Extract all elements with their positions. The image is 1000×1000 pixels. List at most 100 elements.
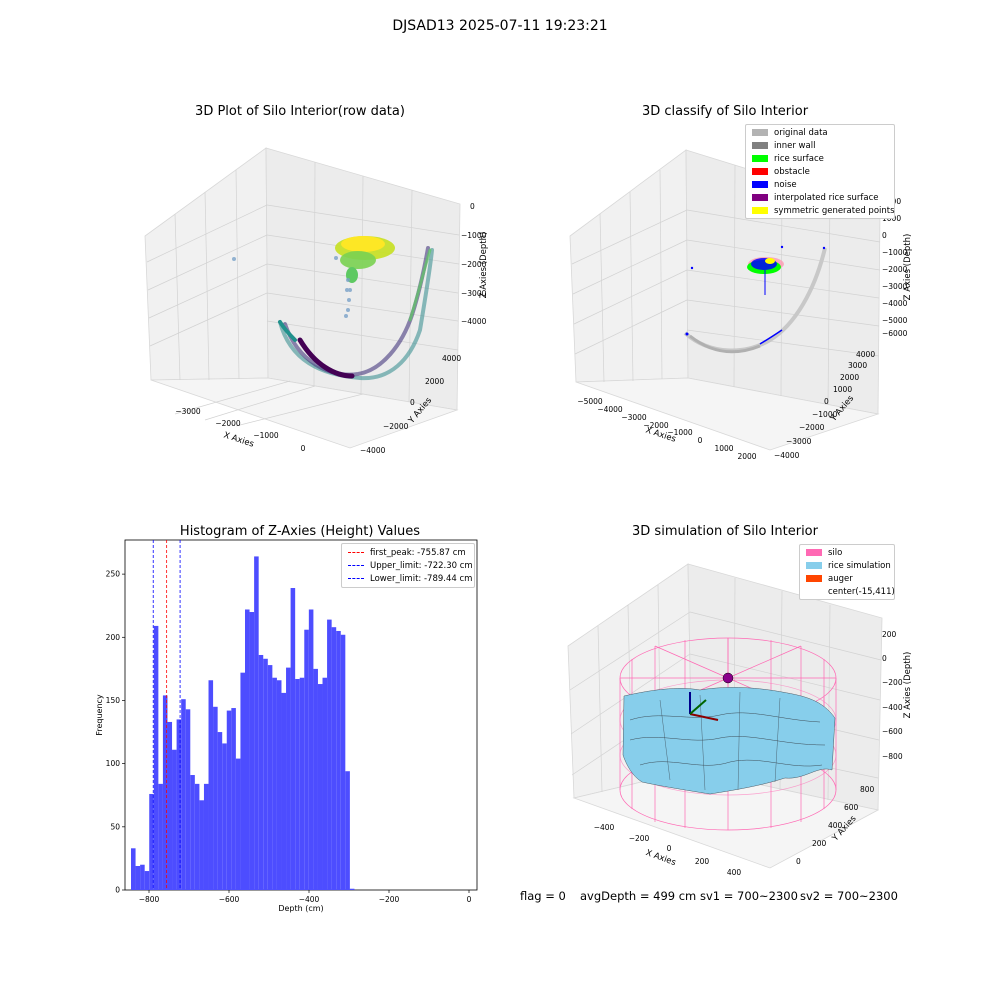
panel3-legend-item: first_peak: -755.87 cm [342,546,474,559]
panel3-legend-label: Lower_limit: -789.44 cm [370,573,473,584]
histogram-bar [336,630,341,890]
panel3-title: Histogram of Z-Axies (Height) Values [179,524,421,539]
panel1-rice-cluster [335,236,395,283]
panel4-xtick-1: −200 [629,834,650,843]
panel1-ztick-2: −2000 [461,260,487,269]
histogram-bar [231,708,236,890]
histogram-bar [203,783,209,890]
panel4-title: 3D simulation of Silo Interior [632,524,818,539]
histogram-bar [308,609,314,890]
panel4-xtick-3: 200 [695,857,710,866]
panel2-left-pane [569,149,689,383]
histogram-bar [254,556,259,890]
panel4-3d-plot: −400 −200 0 200 400 0 200 400 600 800 20… [567,563,913,877]
panel4-legend-label: rice simulation [828,560,891,571]
histogram-bar [194,783,200,890]
panel1-xtick-3: 0 [301,444,306,453]
panel2-point-cloud [683,245,827,354]
panel4-legend-label: center(-15,411) [828,586,895,597]
panel3-legend-line [348,552,364,553]
histogram-bar [199,800,204,890]
histogram-bar [222,743,227,890]
histogram-bar [208,680,214,890]
panel4-ytick-3: 600 [844,803,859,812]
panel1-ztick-1: −1000 [461,231,487,240]
y-tick-label: 150 [106,696,121,705]
panel2-rice-cluster [747,257,784,295]
panel2-xtick-3: −2000 [643,421,669,430]
panel2-legend-swatch [752,129,768,136]
panel3-legend-item: Lower_limit: -789.44 cm [342,572,474,585]
histogram-bar [217,732,223,890]
panel2-legend-item: rice surface [746,152,894,165]
panel1-noise-points [232,256,352,318]
panel4-ztick-1: 0 [882,654,887,663]
panel2-ytick-7: 3000 [848,361,867,370]
panel2-legend-item: noise [746,178,894,191]
panel2-ytick-5: 1000 [833,385,852,394]
panel2-legend-item: original data [746,126,894,139]
panel1-wall-bottom [297,337,355,379]
histogram-bar [263,658,268,890]
histogram-bar [167,721,173,890]
histogram-bar [317,684,323,890]
histogram-bar [131,848,136,890]
panel4-ztick-4: −600 [882,727,903,736]
panel4-legend-swatch [806,549,822,556]
panel1-wall-top-right [408,248,432,322]
panel2-legend-swatch [752,168,768,175]
panel4-xlabel: X Axies [644,848,677,868]
histogram-bar [140,864,145,890]
panel4-legend-item: center(-15,411) [800,585,895,598]
panel1-xtick-0: −3000 [175,407,201,416]
panel4-rice-surface [622,687,836,795]
panel4-ztick-3: −400 [882,703,903,712]
panel2-xtick-4: −1000 [667,428,693,437]
panel1-ztick-0: 0 [470,202,475,211]
panel2-xtick-1: −4000 [597,405,623,414]
panel2-legend-label: interpolated rice surface [774,192,879,203]
panel2-legend-swatch [752,142,768,149]
histogram-bar [286,667,291,890]
panel2-ztick-2: 0 [882,231,887,240]
panel2-ztick-4: −2000 [882,265,908,274]
panel4-ytick-2: 400 [828,821,843,830]
histogram-bar [331,627,337,890]
panel1-gridlines [146,161,460,427]
panel2-ytick-1: −3000 [786,437,812,446]
panel2-legend-label: original data [774,127,828,138]
histogram-bar [135,865,141,890]
histogram-bar [327,619,332,890]
panel4-legend-item: silo [800,546,894,559]
histogram-bar [158,783,163,890]
panel1-3d-plot: −3000 −2000 −1000 0 −4000 −2000 0 2000 4… [144,147,489,455]
status-sv2: sv2 = 700~2300 [800,889,898,903]
panel1-wall-arc-outer [278,248,434,381]
panel1-ytick-3: 2000 [425,377,444,386]
panel4-rice-mesh [622,687,836,795]
histogram-bar [340,634,346,890]
status-sv1: sv1 = 700~2300 [700,889,798,903]
panel2-legend-swatch [752,181,768,188]
panel3-legend-label: first_peak: -755.87 cm [370,547,466,558]
panel4-xtick-0: −400 [594,823,615,832]
panel3-ylabel: Frequency [95,694,104,736]
panel1-floor-pane [150,377,459,449]
histogram-bar [176,719,182,890]
histogram-bar [185,709,191,890]
x-tick-label: −600 [219,895,240,904]
panel4-ztick-2: −200 [882,678,903,687]
panel4-ytick-1: 200 [812,839,827,848]
panel2-title: 3D classify of Silo Interior [641,104,809,119]
x-tick-label: −800 [139,895,160,904]
panel2-ytick-3: −1000 [812,410,838,419]
panel3-legend-item: Upper_limit: -722.30 cm [342,559,474,572]
panel2-ztick-8: −6000 [882,329,908,338]
x-tick-label: 0 [467,895,472,904]
panel2-ztick-5: −3000 [882,282,908,291]
panel4-legend-swatch [806,588,822,595]
histogram-bar [213,706,218,890]
panel2-inner-wall-arc [689,334,761,354]
panel4-ztick-5: −800 [882,752,903,761]
panel1-zlabel: Z Axies (Depth) [479,232,489,299]
